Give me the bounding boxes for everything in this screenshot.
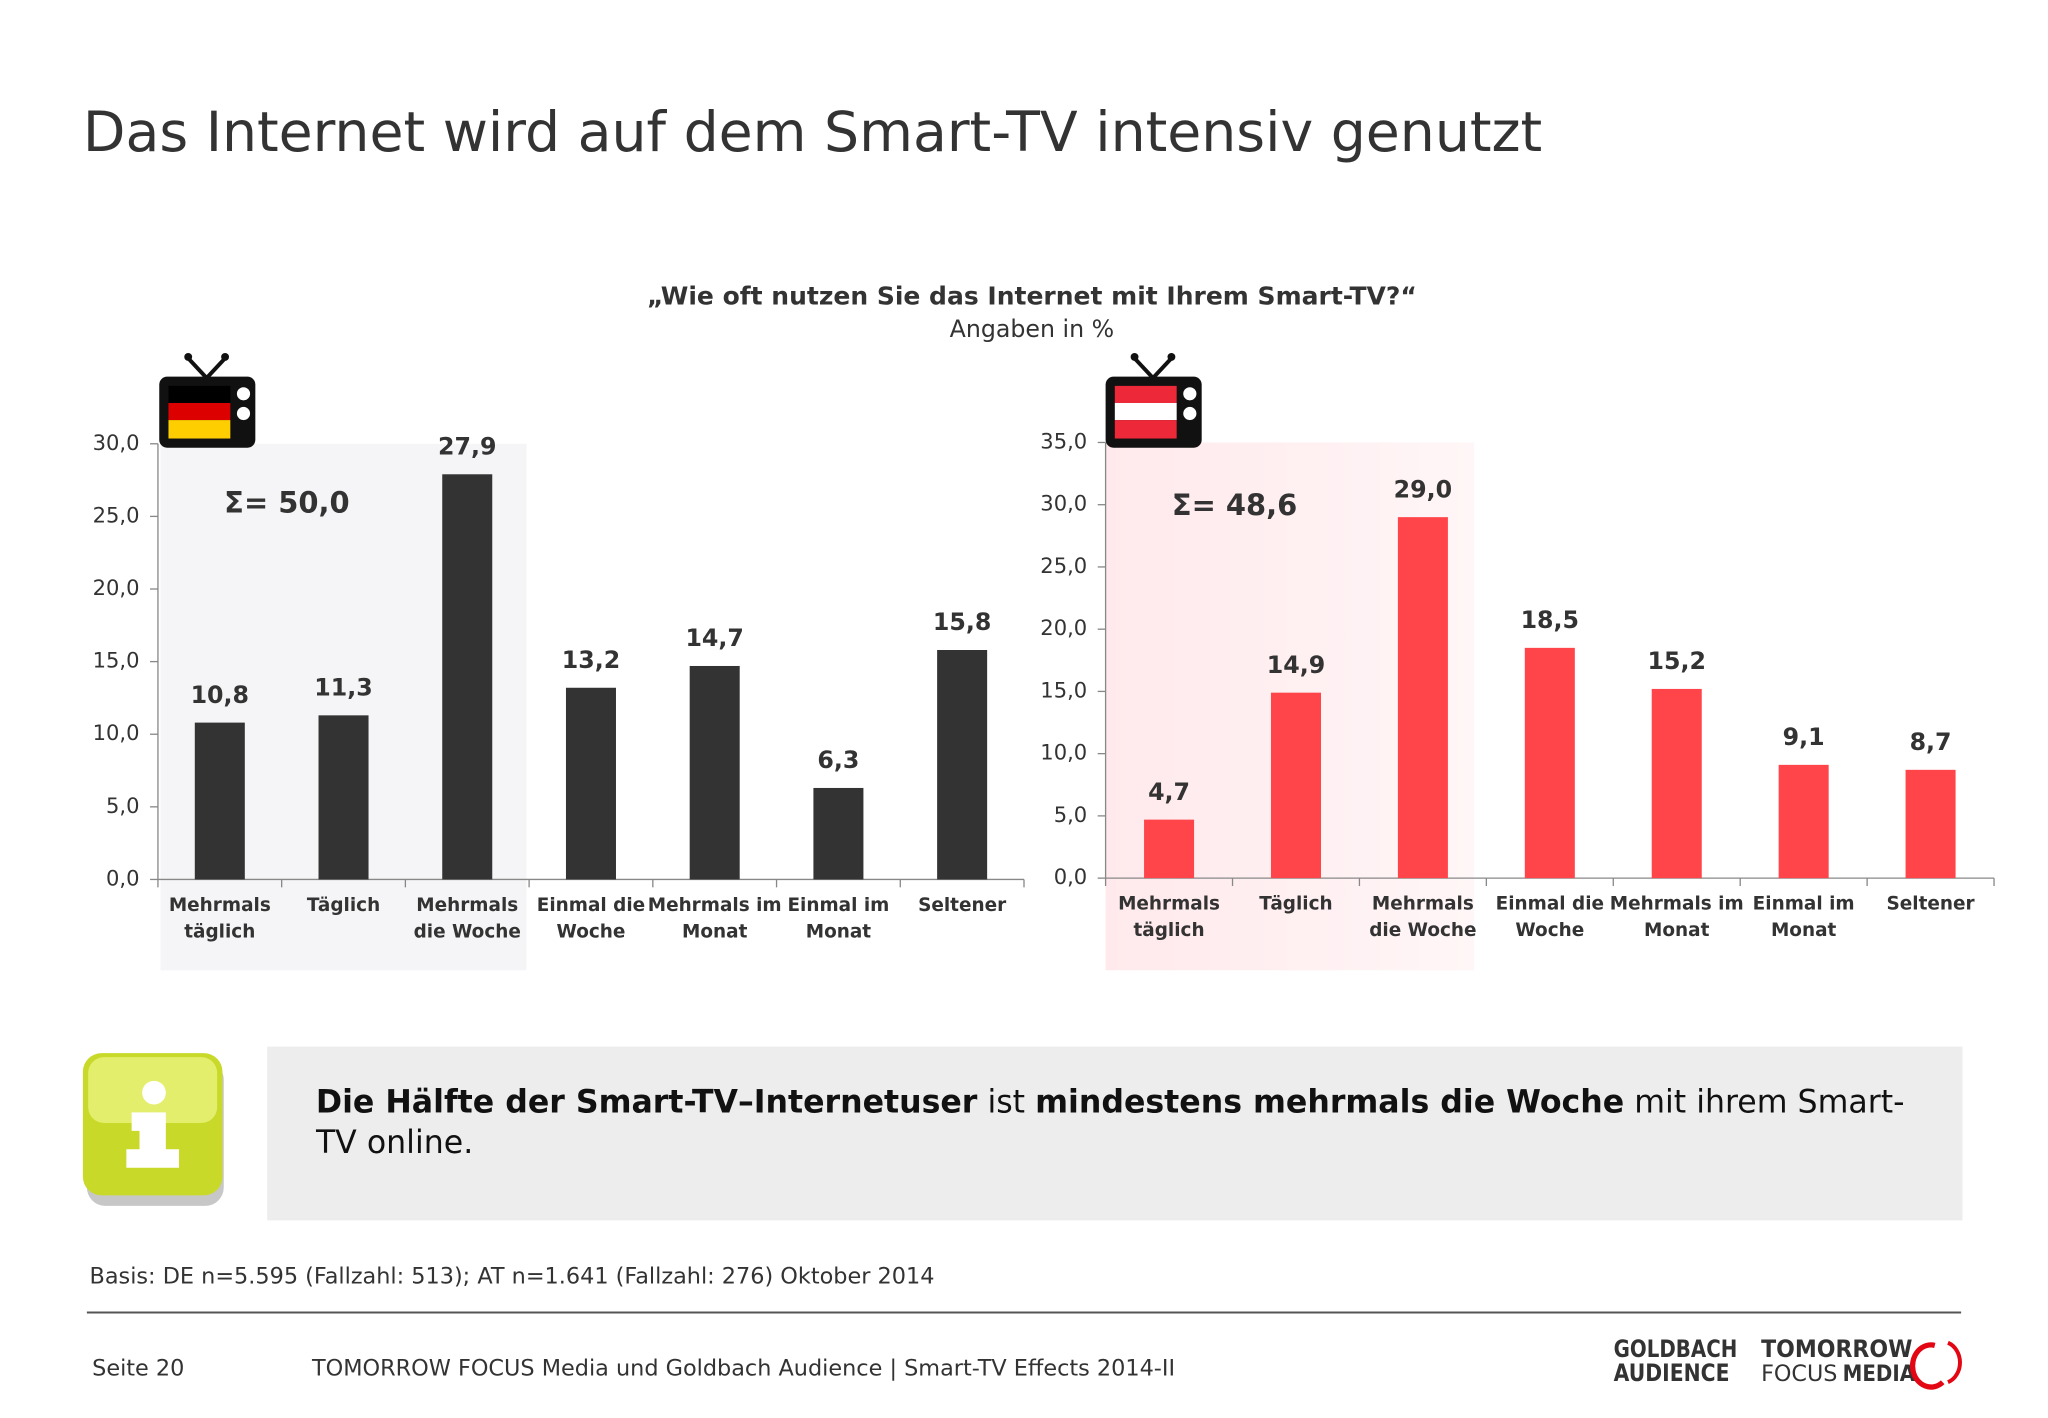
x-tick-label: Seltener: [1886, 893, 1975, 915]
x-tick-label-box: Täglich: [1259, 893, 1333, 915]
value-label: 13,2: [562, 646, 620, 674]
info-icon: [82, 1053, 224, 1206]
y-tick-label: 20,0: [1040, 615, 1087, 640]
bar: [1905, 769, 1956, 879]
value-label: 14,7: [685, 624, 743, 652]
x-tick-label-box: Mehrmals täglich: [1118, 893, 1221, 942]
x-tick-label-box: Mehrmals täglich: [168, 895, 271, 943]
x-tick-label: Mehrmals täglich: [168, 895, 271, 943]
x-tick-label-box: Mehrmals im Monat: [1609, 893, 1744, 942]
value-label: 10,8: [191, 681, 249, 709]
basis: Basis: DE n=5.595 (Fallzahl: 513); AT n=…: [90, 1263, 935, 1289]
y-tick-label: 20,0: [93, 575, 140, 600]
y-tick-label: 30,0: [1040, 491, 1087, 516]
x-tick-label-box: Mehrmals die Woche: [1369, 893, 1477, 942]
x-tick-label: Einmal die Woche: [536, 895, 646, 943]
info-part: ist: [977, 1083, 1036, 1121]
x-tick-label: Mehrmals die Woche: [413, 895, 521, 943]
y-tick-label: 5,0: [1054, 802, 1087, 827]
x-tick-label: Seltener: [918, 895, 1007, 917]
subtitle: Angaben in %: [950, 315, 1115, 343]
value-label: 15,8: [933, 608, 991, 636]
value-label: 27,9: [438, 432, 496, 460]
value-label: 18,5: [1521, 606, 1579, 634]
x-tick-label-box: Mehrmals die Woche: [413, 895, 521, 943]
y-tick-label: 5,0: [106, 793, 139, 818]
x-tick-label: Mehrmals im Monat: [1609, 893, 1744, 942]
x-tick-label: Mehrmals im Monat: [647, 895, 782, 943]
value-label: 14,9: [1267, 651, 1325, 679]
x-tick-label: Mehrmals die Woche: [1369, 893, 1477, 942]
logo-text: GOLDBACH: [1614, 1335, 1738, 1363]
y-tick-label: 10,0: [1040, 740, 1087, 765]
annotation: Σ= 48,6: [1172, 488, 1298, 522]
x-tick-label: Täglich: [1259, 893, 1333, 915]
info-box: [267, 1046, 1963, 1221]
x-tick-label: Einmal im Monat: [787, 895, 890, 943]
value-label: 11,3: [314, 674, 372, 702]
y-tick-label: 0,0: [1054, 864, 1087, 889]
tv-de: [159, 352, 256, 448]
bar: [1397, 517, 1448, 879]
charts: 0,0 5,0 10,0 15,0 20,0 25,0 30,0 10,8 Mehrmals t…: [93, 428, 1995, 943]
logo-text: AUDIENCE: [1614, 1359, 1730, 1387]
x-tick-label: Mehrmals täglich: [1118, 893, 1221, 942]
x-tick-label-box: Einmal im Monat: [1752, 893, 1855, 942]
value-label: 15,2: [1648, 647, 1706, 675]
x-tick-label-box: Einmal im Monat: [787, 895, 890, 943]
bar: [813, 787, 864, 880]
bar: [689, 665, 740, 880]
bar: [194, 722, 245, 880]
bar: [1144, 819, 1195, 879]
x-tick-label-box: Seltener: [918, 895, 1007, 917]
bar: [937, 649, 988, 880]
info-text-box: Die Hälfte der Smart-TV–Internetuser ist…: [316, 1082, 1922, 1164]
y-tick-label: 25,0: [1040, 553, 1087, 578]
bar: [1651, 688, 1702, 879]
y-tick-label: 15,0: [1040, 677, 1087, 702]
x-tick-label-box: Mehrmals im Monat: [647, 895, 782, 943]
y-tick-label: 0,0: [106, 865, 139, 890]
tv-at: [1105, 352, 1202, 448]
bar: [565, 687, 616, 880]
bar: [1270, 692, 1321, 879]
x-tick-label: Einmal im Monat: [1752, 893, 1855, 942]
logo-text: TOMORROW: [1761, 1335, 1912, 1363]
x-tick-label: Täglich: [306, 895, 381, 917]
bar: [318, 715, 369, 880]
value-label: 6,3: [817, 746, 859, 774]
x-tick-label-box: Täglich: [306, 895, 381, 917]
x-tick-label-box: Einmal die Woche: [1495, 893, 1605, 942]
annotation: Σ= 50,0: [224, 485, 349, 519]
y-tick-label: 10,0: [93, 720, 140, 745]
info-part: mit ihrem Smart-TV online.: [315, 1083, 1905, 1162]
x-tick-label: Einmal die Woche: [1495, 893, 1605, 942]
info-part: Die Hälfte der Smart-TV–Internetuser: [315, 1083, 978, 1121]
question: „Wie oft nutzen Sie das Internet mit Ihr…: [647, 282, 1417, 311]
bar: [1778, 764, 1829, 879]
logo-arc: [1909, 1342, 1945, 1390]
y-tick-label: 15,0: [93, 648, 140, 673]
x-tick-label-box: Einmal die Woche: [536, 895, 646, 943]
y-tick-label: 30,0: [93, 430, 140, 455]
x-tick-label-box: Seltener: [1886, 893, 1975, 915]
logo-text: FOCUS: [1761, 1361, 1837, 1387]
value-label: 29,0: [1394, 475, 1452, 503]
y-tick-label: 25,0: [93, 502, 140, 527]
y-tick-label: 35,0: [1040, 428, 1087, 453]
bar: [1524, 647, 1575, 879]
footer-text: TOMORROW FOCUS Media und Goldbach Audien…: [311, 1356, 1175, 1382]
value-label: 9,1: [1783, 723, 1825, 751]
value-label: 8,7: [1910, 728, 1952, 756]
info-text: Die Hälfte der Smart-TV–Internetuser ist…: [316, 1082, 1922, 1164]
logo-text: MEDIA: [1843, 1361, 1916, 1387]
slide-title: Das Internet wird auf dem Smart-TV inten…: [83, 101, 1542, 165]
bar: [442, 474, 493, 880]
value-label: 4,7: [1148, 778, 1190, 806]
logo-arc: [1947, 1340, 1962, 1385]
info-part: mindestens mehrmals die Woche: [1035, 1083, 1625, 1121]
page-number: Seite 20: [92, 1356, 184, 1382]
